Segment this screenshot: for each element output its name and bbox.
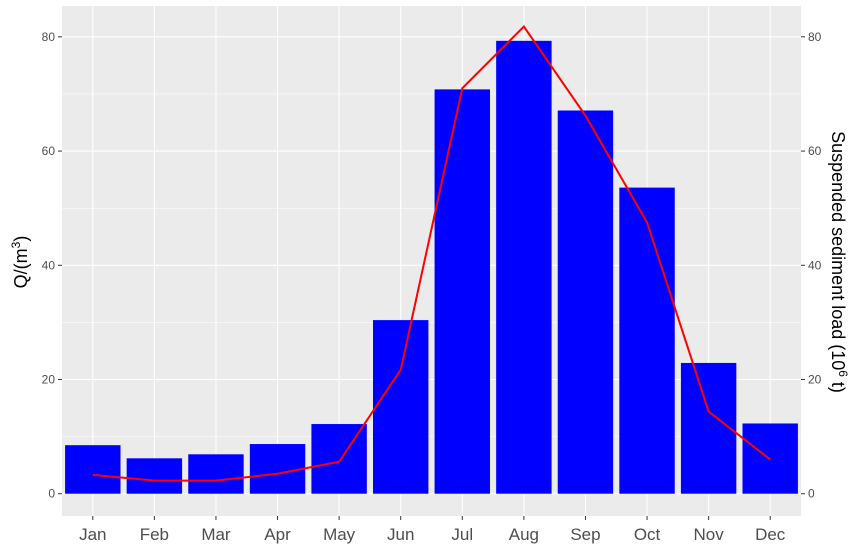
left-tick-label-1: 20: [42, 373, 56, 387]
left-axis-ticks: 0 20 40 60 80: [42, 30, 62, 501]
bar-apr: [249, 444, 306, 494]
x-tick-label-nov: Nov: [694, 525, 725, 544]
bar-feb: [126, 458, 183, 494]
bar-jan: [65, 445, 121, 494]
bar-jul: [434, 89, 491, 494]
y2-axis-title-end: t): [828, 377, 848, 393]
bars: [65, 40, 798, 494]
right-tick-label-1: 20: [808, 373, 822, 387]
x-tick-label-sep: Sep: [570, 525, 600, 544]
right-tick-label-4: 80: [808, 30, 822, 44]
y-axis-title-sup: 3: [9, 241, 23, 248]
plot-panel: [62, 6, 801, 516]
y-axis-title-main: Q/(m: [11, 248, 31, 288]
left-tick-label-2: 40: [42, 258, 56, 272]
y2-axis-title-sup: 6: [836, 370, 850, 377]
right-axis-ticks: 0 20 40 60 80: [801, 30, 822, 501]
x-tick-label-dec: Dec: [755, 525, 786, 544]
left-tick-label-4: 80: [42, 30, 56, 44]
sediment-line: [92, 25, 771, 482]
bar-sep: [557, 110, 614, 494]
x-tick-label-may: May: [323, 525, 356, 544]
x-axis-ticks: Jan Feb Mar Apr May Jun Jul Aug Sep Oct Nov Dec: [79, 516, 786, 544]
y2-axis-title-main: Suspended sediment load (10: [828, 131, 848, 370]
bar-mar: [188, 454, 244, 494]
line-series: [92, 25, 771, 482]
bar-jun: [372, 320, 429, 494]
bar-aug: [496, 40, 552, 494]
bar-oct: [619, 187, 675, 494]
x-tick-label-oct: Oct: [634, 525, 661, 544]
y-axis-title: Q/(m3): [9, 236, 31, 289]
x-tick-label-jan: Jan: [79, 525, 106, 544]
left-tick-label-3: 60: [42, 144, 56, 158]
x-tick-label-jul: Jul: [451, 525, 473, 544]
right-tick-label-2: 40: [808, 258, 822, 272]
x-tick-label-mar: Mar: [201, 525, 231, 544]
bar-nov: [680, 362, 737, 494]
x-tick-label-feb: Feb: [140, 525, 169, 544]
y-axis-title-end: ): [11, 236, 31, 242]
x-tick-label-jun: Jun: [387, 525, 414, 544]
x-tick-label-apr: Apr: [264, 525, 291, 544]
right-tick-label-3: 60: [808, 144, 822, 158]
y2-axis-title: Suspended sediment load (106 t): [828, 131, 850, 393]
right-tick-label-0: 0: [808, 487, 815, 501]
x-tick-label-aug: Aug: [509, 525, 539, 544]
left-tick-label-0: 0: [48, 487, 55, 501]
